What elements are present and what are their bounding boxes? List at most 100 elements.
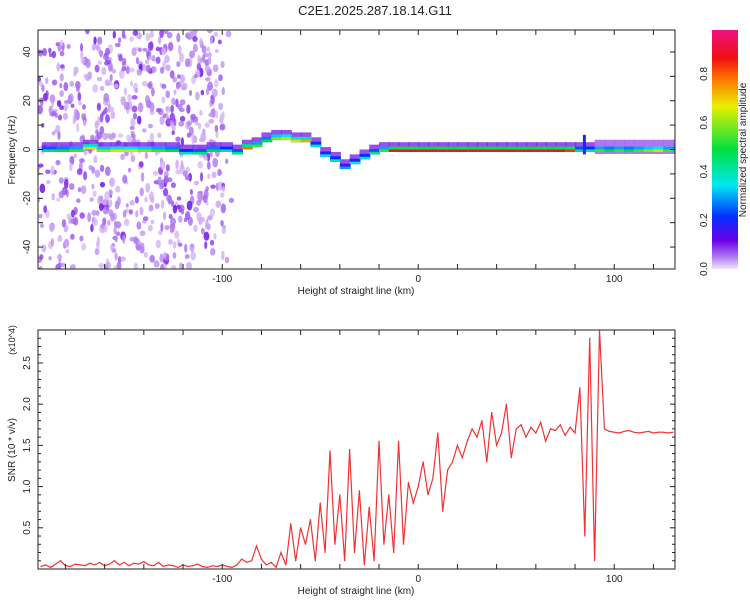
spectrogram-noise-cell xyxy=(99,181,106,188)
spectrogram-noise-cell xyxy=(137,102,144,113)
spectrogram-noise-cell xyxy=(203,156,208,161)
spectrogram-noise-cell xyxy=(196,192,201,200)
spectrogram-noise-cell xyxy=(218,102,224,111)
spectrogram-noise-cell xyxy=(147,224,153,232)
spectrogram-noise-cell xyxy=(48,47,52,54)
spectrogram-noise-cell xyxy=(159,160,166,170)
spectrogram-noise-cell xyxy=(135,57,140,65)
snr-data-point xyxy=(123,561,125,564)
spectrogram-noise-cell xyxy=(165,106,169,112)
spectrogram-noise-cell xyxy=(212,157,219,168)
spectrogram-noise-cell xyxy=(211,88,218,98)
spectrogram-ridge-cell xyxy=(575,146,586,152)
spectrogram-ridge-core xyxy=(369,151,381,155)
spectrogram-ridge-cell xyxy=(447,146,459,152)
spectrogram-noise-cell xyxy=(181,82,188,91)
spectrogram-ridge-core xyxy=(359,156,371,160)
spectrogram-ridge-core xyxy=(477,149,488,152)
spectrogram-ridge-core xyxy=(437,149,449,152)
spectrogram-noise-cell xyxy=(72,114,76,125)
spectrogram-noise-cell xyxy=(164,225,170,231)
spectrogram-y-tick-label: -20 xyxy=(22,191,33,206)
spectrogram-noise-cell xyxy=(188,31,194,40)
spectrogram-ridge-core xyxy=(408,149,420,152)
spectrogram-ridge-cell xyxy=(110,146,126,152)
spectrogram-noise-cell xyxy=(50,101,55,108)
spectrogram-ridge-core xyxy=(300,139,312,143)
spectrogram-noise-cell xyxy=(221,228,227,234)
spectrogram-ridge-core xyxy=(137,149,153,152)
spectrogram-noise-cell xyxy=(133,262,138,269)
snr-data-point xyxy=(505,403,508,405)
spectrogram-ridge-cell xyxy=(467,146,479,152)
spectrogram-noise-cell xyxy=(219,123,226,131)
spectrogram-noise-cell xyxy=(186,121,192,126)
spectrogram-noise-cell xyxy=(138,161,144,168)
spectrogram-noise-cell xyxy=(45,77,49,85)
spectrogram-noise-cell xyxy=(222,224,227,230)
spectrogram-noise-cell xyxy=(148,204,154,212)
spectrogram-noise-cell xyxy=(145,182,150,193)
snr-data-point xyxy=(324,551,326,554)
spectrogram-noise-cell xyxy=(153,260,160,268)
spectrogram-noise-cell xyxy=(55,159,61,166)
spectrogram-noise-cell xyxy=(166,117,170,124)
spectrogram-noise-cell xyxy=(144,95,150,104)
spectrogram-noise-cell xyxy=(208,52,212,58)
spectrogram-noise-cell xyxy=(221,185,226,192)
spectrogram-noise-cell xyxy=(58,190,65,199)
spectrogram-noise-cell xyxy=(215,131,219,139)
spectrogram-noise-cell xyxy=(170,217,177,226)
colorbar: 0.0 0.2 0.4 0.6 0.8 Normalized spectral ampl… xyxy=(699,30,749,276)
spectrogram-noise-cell xyxy=(169,70,175,79)
colorbar-tick-label: 0.8 xyxy=(699,67,710,81)
colorbar-tick-label: 0.4 xyxy=(699,164,710,178)
spectrogram-ridge-cell xyxy=(124,146,139,152)
spectrogram-noise-cell xyxy=(105,261,111,269)
snr-data-point xyxy=(275,566,277,568)
snr-data-point xyxy=(540,421,542,423)
spectrogram-noise-cell xyxy=(159,30,164,39)
snr-data-point xyxy=(466,440,468,442)
snr-data-point xyxy=(662,431,664,433)
spectrogram-ridge-cell xyxy=(300,136,312,143)
spectrogram-noise-cell xyxy=(199,109,203,116)
spectrogram-noise-cell xyxy=(207,81,213,87)
spectrogram-noise-cell xyxy=(114,252,118,261)
spectrogram-noise-cell xyxy=(159,263,165,269)
spectrogram-noise-cell xyxy=(131,47,137,57)
spectrogram-noise-cell xyxy=(140,172,145,182)
spectrogram-noise-cell xyxy=(184,58,191,68)
spectrogram-noise-cell xyxy=(192,43,198,53)
spectrogram-noise-cell xyxy=(121,67,126,72)
spectrogram-noise-cell xyxy=(94,247,100,256)
spectrogram-noise-cell xyxy=(187,216,193,226)
spectrogram-noise-cell xyxy=(199,172,204,182)
spectrogram-noise-cell xyxy=(178,242,183,247)
snr-data-point xyxy=(270,561,272,564)
spectrogram-x-tick-label: -100 xyxy=(212,274,232,285)
spectrogram-noise-cell xyxy=(225,158,229,164)
spectrogram-ridge-core xyxy=(614,149,626,152)
snr-data-point xyxy=(118,564,120,566)
spectrogram-noise-cell xyxy=(146,83,152,88)
spectrogram-ridge-cell xyxy=(614,146,626,152)
snr-data-point xyxy=(162,565,165,568)
spectrogram-noise-cell xyxy=(69,183,75,191)
spectrogram-noise-cell xyxy=(103,92,110,103)
spectrogram-y-tick-label: 20 xyxy=(22,95,33,107)
spectrogram-noise-cell xyxy=(42,93,48,102)
spectrogram-noise-cell xyxy=(69,233,75,241)
spectrogram-noise-cell xyxy=(182,170,188,177)
spectrogram-noise-cell xyxy=(90,134,95,141)
spectrogram-noise-cell xyxy=(213,31,219,37)
spectrogram-noise-cell xyxy=(50,238,55,247)
spectrogram-noise-cell xyxy=(144,59,149,65)
spectrogram-ridge-core xyxy=(643,149,655,152)
snr-data-point xyxy=(652,432,655,434)
spectrogram-noise-cell xyxy=(61,219,67,228)
spectrogram-ridge-core xyxy=(220,149,234,152)
spectrogram-ridge-cell xyxy=(369,149,381,155)
spectrogram-ridge-core xyxy=(241,147,253,150)
spectrogram-noise-cell xyxy=(220,219,224,227)
